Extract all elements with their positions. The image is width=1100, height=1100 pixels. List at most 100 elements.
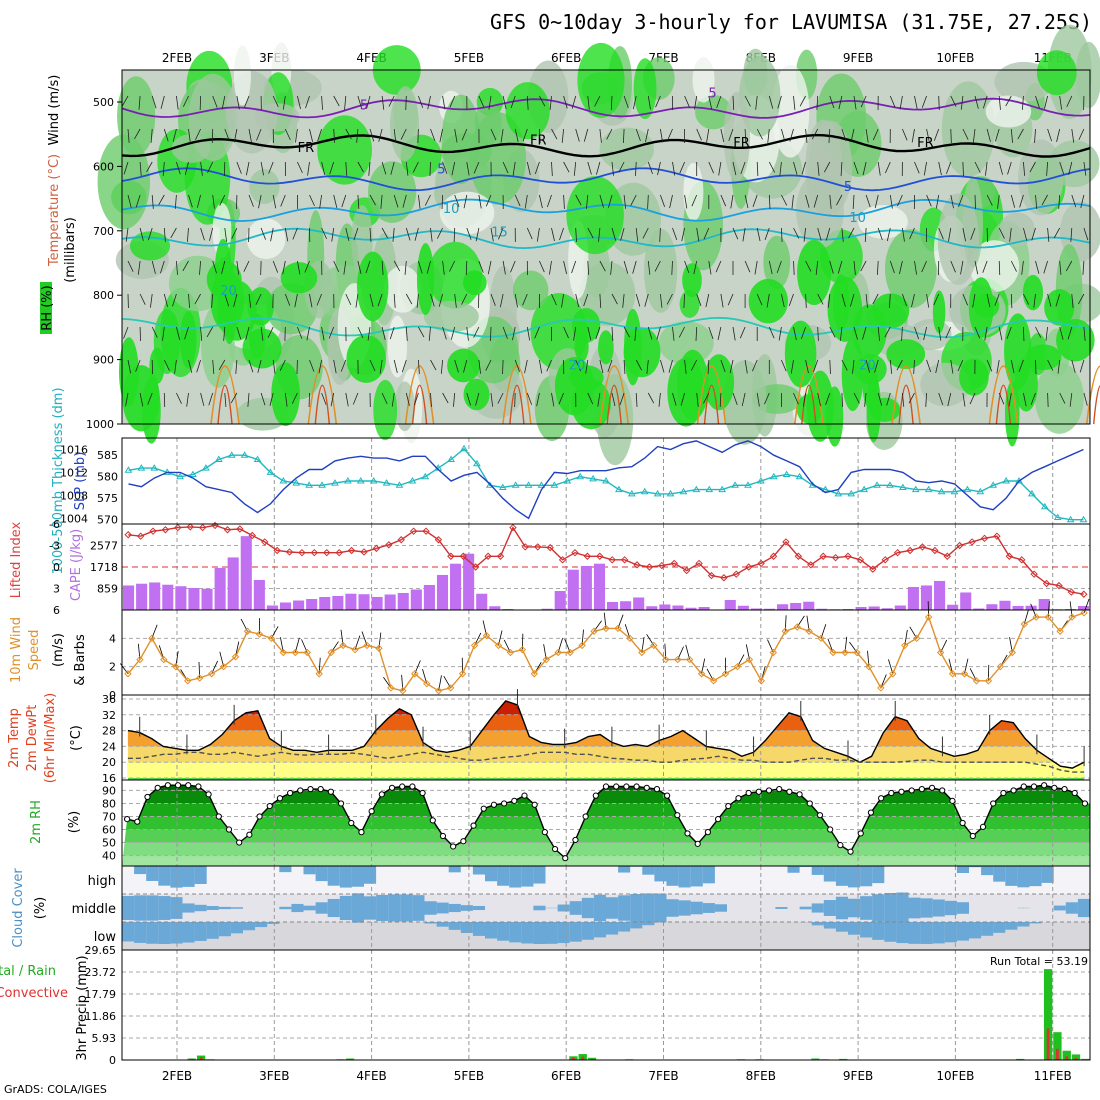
wind-speed-line-point [673,655,682,664]
li-tick: 0 [53,561,60,574]
lifted-index-line-point [124,531,132,539]
wind-barb [801,161,806,175]
wind-barb [998,227,1005,239]
cloud-high-bar [618,866,631,873]
wind-barb [1079,359,1085,373]
rh-region [233,45,251,106]
wind-barb [793,326,797,341]
wind-barb [345,227,350,241]
wind-barb [257,359,262,373]
rh-line-point [337,800,345,807]
cloud-high-bar [835,866,848,886]
wind-barb [611,326,614,341]
rh-line-point [399,783,406,790]
wind-barb [341,194,347,208]
wind-barb [935,194,940,209]
cloud-high-bar [654,866,667,882]
cloud-low-bar [545,922,558,944]
wind-barb [536,227,540,242]
rh-region [695,95,732,130]
thickness-line-point [847,489,856,497]
wind-barb [536,392,540,407]
wind-barb [475,392,480,406]
wind-barb [1022,95,1024,110]
wind-speed-line-point [554,648,562,657]
wind-barb [272,359,276,374]
precip-convective-bar [581,1056,585,1060]
wind-barb [196,359,201,373]
cape-bar [646,606,658,610]
thickness-line-point [279,477,288,484]
rh-region [171,134,211,163]
wind-barb [563,161,570,173]
wind-barb [248,128,252,143]
wind-barb [962,161,964,176]
wind-barb [485,359,492,371]
wind-barb [355,293,359,308]
cloud-mid-bar [666,899,679,917]
wind-barb [1045,326,1048,341]
rh-line-point [317,786,324,793]
wind-barb [606,128,613,140]
precip-convective-bar [1065,1056,1069,1060]
cloud-mid-bar [908,897,921,919]
wind-barb [487,260,492,275]
wind-barb [260,227,266,240]
cloud-mid-bar [678,900,691,916]
wind-barb [345,293,352,306]
temp-tick: 28 [102,725,116,738]
cloud-low-bar [811,922,824,926]
wind-speed-line-point [638,648,646,657]
rh-line-point [888,789,895,797]
date-tick-bottom: 7FEB [648,1069,678,1083]
cloud-mid-bar [1077,898,1090,918]
lifted-index-line-point [149,527,157,535]
rh-moist-region [682,263,702,298]
wind-barb [255,293,262,305]
wind-barb [321,95,323,110]
cloud-mid-bar [581,897,594,919]
wind-barb [442,326,447,340]
wind-barb [272,260,279,273]
wind-barb [490,326,492,341]
cape-bar [240,536,252,610]
wind-barb [127,359,131,374]
thickness-line-point [511,481,520,488]
wind-barb [611,392,616,407]
wind-barb [718,161,722,176]
cloud-mid-bar [351,893,364,923]
wind-barb [996,359,1000,374]
wind-barb [430,359,437,371]
wind-barb [865,194,871,208]
cloud-level-high: high [88,874,116,889]
cloud-low-bar [122,922,135,942]
rh-moist-region [1025,344,1062,371]
wind-barb [1047,293,1052,307]
wind-barb [1010,359,1015,374]
cloud-low-bar [993,922,1006,933]
wind-barb [696,392,699,407]
wind-barb [974,260,979,275]
wind-barb [658,392,661,407]
wind-barb [921,260,927,273]
lifted-index-line-point [869,565,877,573]
rh-line-point [918,786,925,793]
wind-barb [430,293,435,307]
cape-bar [306,598,318,610]
wind-barb [147,227,153,241]
wind-barb [853,260,856,275]
wind-barb [1047,227,1050,242]
wind-barb [212,95,218,108]
rh-line-point [1010,787,1017,794]
wind-speed-line-point [387,684,395,692]
wind-barb [914,260,917,275]
wind-barb [1034,128,1036,143]
wind-barb [441,194,443,209]
wind-barb [997,194,1000,209]
wind-barb [236,260,240,275]
wind-barb [853,392,860,404]
wind-barb [218,359,226,371]
isotherm-line [121,227,1091,250]
rh-line-point [694,840,701,847]
